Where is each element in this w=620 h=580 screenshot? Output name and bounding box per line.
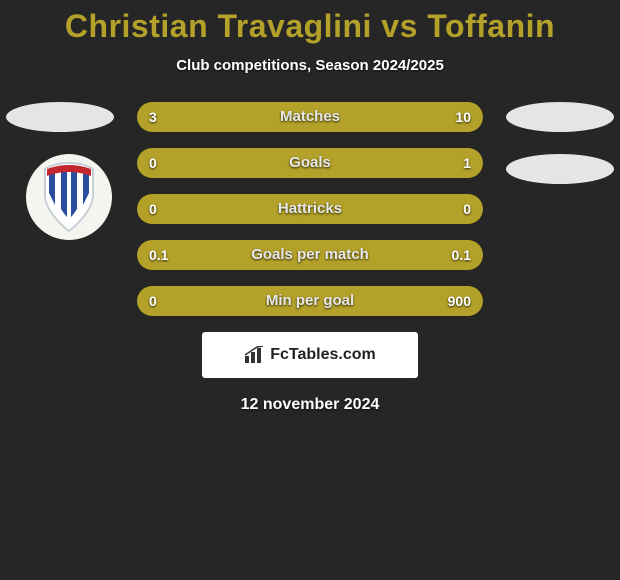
stats-area: 310Matches 01Goals 00Hattricks 0.10.1Goals … [0,102,620,316]
side-shape [506,102,614,132]
chart-icon [244,346,266,364]
stat-row: 0900Min per goal [137,286,483,316]
stat-rows: 310Matches 01Goals 00Hattricks 0.10.1Goals … [137,102,483,316]
stat-label: Hattricks [137,194,483,224]
page-title: Christian Travaglini vs Toffanin [0,0,620,45]
stat-label: Min per goal [137,286,483,316]
stat-row: 310Matches [137,102,483,132]
page-subtitle: Club competitions, Season 2024/2025 [0,57,620,74]
side-shape [6,102,114,132]
date-label: 12 november 2024 [0,396,620,414]
shield-icon [39,161,99,233]
brand-label: FcTables.com [270,346,376,364]
club-logo [26,154,112,240]
stat-label: Goals [137,148,483,178]
stat-label: Matches [137,102,483,132]
stat-label: Goals per match [137,240,483,270]
stat-row: 0.10.1Goals per match [137,240,483,270]
brand-box: FcTables.com [202,332,418,378]
side-shape [506,154,614,184]
stat-row: 00Hattricks [137,194,483,224]
stat-row: 01Goals [137,148,483,178]
